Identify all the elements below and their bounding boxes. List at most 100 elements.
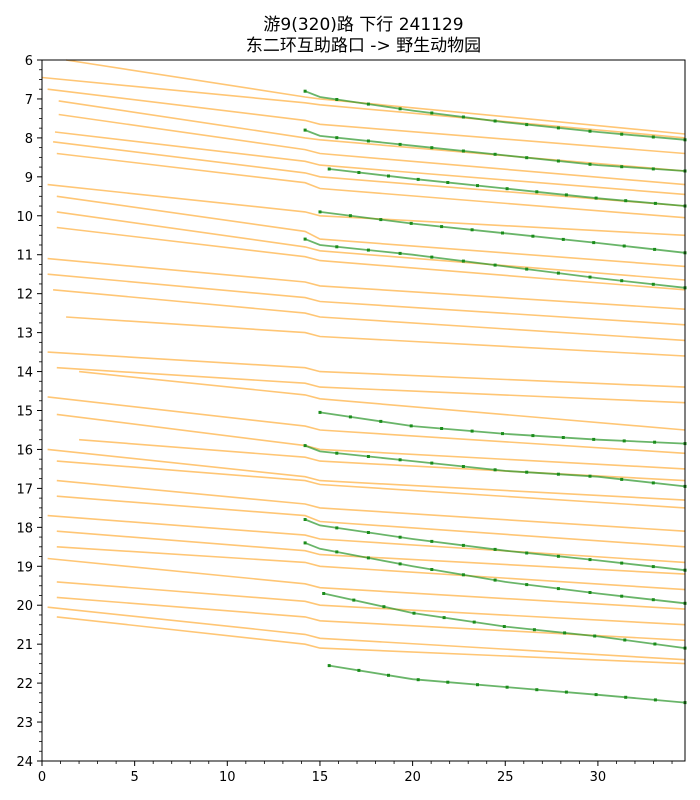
series-line-orange bbox=[53, 141, 686, 207]
data-point bbox=[409, 221, 413, 225]
data-point bbox=[653, 698, 657, 702]
series-line-orange bbox=[47, 448, 686, 501]
data-point bbox=[624, 199, 628, 203]
x-tick-label: 5 bbox=[131, 770, 139, 785]
data-point bbox=[564, 193, 568, 197]
data-point bbox=[588, 162, 592, 166]
data-point bbox=[588, 129, 592, 133]
data-point bbox=[416, 678, 420, 682]
data-point bbox=[352, 598, 356, 602]
data-point bbox=[525, 123, 529, 127]
data-point bbox=[588, 591, 592, 594]
data-point bbox=[493, 152, 497, 156]
data-point bbox=[502, 625, 506, 628]
data-point bbox=[327, 664, 331, 668]
data-point bbox=[622, 439, 626, 443]
series-line-orange bbox=[56, 366, 686, 404]
data-point bbox=[493, 578, 497, 582]
y-tick-label: 7 bbox=[25, 93, 33, 108]
x-tick-label: 15 bbox=[312, 770, 329, 785]
series-line-orange bbox=[47, 396, 686, 455]
series-line-green bbox=[304, 90, 686, 141]
data-point bbox=[398, 107, 402, 111]
data-point bbox=[620, 594, 624, 598]
data-point bbox=[651, 282, 655, 286]
data-point bbox=[430, 568, 434, 571]
series-line-orange bbox=[79, 438, 686, 482]
y-tick-label: 19 bbox=[16, 560, 33, 575]
x-tick-label: 10 bbox=[219, 770, 236, 785]
data-point bbox=[556, 159, 560, 163]
data-point bbox=[532, 628, 536, 632]
data-point bbox=[470, 228, 474, 232]
data-point bbox=[303, 518, 307, 521]
data-point bbox=[588, 558, 592, 562]
data-point bbox=[398, 458, 402, 462]
data-point bbox=[412, 611, 416, 615]
data-point bbox=[470, 429, 474, 433]
data-point bbox=[409, 424, 413, 428]
data-point bbox=[348, 415, 352, 419]
series-line-green bbox=[319, 411, 686, 445]
data-point bbox=[588, 474, 592, 478]
data-point bbox=[430, 111, 434, 115]
data-point bbox=[461, 149, 465, 153]
y-tick-label: 13 bbox=[16, 327, 33, 342]
data-point bbox=[366, 139, 370, 143]
series-line-orange bbox=[47, 257, 686, 310]
y-tick-label: 9 bbox=[25, 171, 33, 186]
data-point bbox=[366, 531, 370, 534]
data-point bbox=[303, 444, 307, 448]
series-line-orange bbox=[58, 100, 686, 172]
series-line-orange bbox=[56, 530, 686, 575]
data-point bbox=[620, 165, 624, 169]
series-line-orange bbox=[56, 479, 686, 532]
data-point bbox=[525, 156, 529, 160]
data-point bbox=[382, 605, 386, 609]
data-point bbox=[335, 136, 339, 140]
y-tick-label: 21 bbox=[16, 638, 33, 653]
data-point bbox=[651, 167, 655, 171]
data-point bbox=[651, 481, 655, 485]
data-point bbox=[357, 668, 361, 672]
data-point bbox=[623, 638, 627, 642]
series-line-orange bbox=[47, 351, 686, 388]
y-tick-label: 18 bbox=[16, 521, 33, 536]
data-point bbox=[461, 465, 465, 468]
data-point bbox=[335, 451, 339, 455]
data-point bbox=[303, 89, 307, 93]
data-point bbox=[592, 437, 596, 441]
y-tick-label: 23 bbox=[16, 716, 33, 731]
y-tick-label: 8 bbox=[25, 132, 33, 147]
series-line-green bbox=[304, 542, 686, 605]
data-point bbox=[461, 543, 465, 547]
series-line-orange bbox=[56, 596, 686, 642]
data-point bbox=[531, 234, 535, 238]
series-line-orange bbox=[53, 289, 686, 342]
data-point bbox=[653, 247, 657, 251]
data-point bbox=[366, 248, 370, 252]
data-point bbox=[622, 244, 626, 248]
data-point bbox=[387, 673, 390, 677]
data-point bbox=[556, 472, 560, 476]
series-line-orange bbox=[65, 59, 686, 135]
data-point bbox=[594, 693, 598, 697]
data-point bbox=[446, 680, 450, 684]
data-point bbox=[398, 535, 402, 539]
data-point bbox=[322, 592, 326, 595]
data-point bbox=[440, 427, 444, 430]
data-point bbox=[398, 562, 402, 566]
data-point bbox=[563, 631, 567, 635]
data-point bbox=[556, 587, 560, 591]
data-point bbox=[430, 539, 434, 543]
series-line-orange bbox=[56, 226, 686, 291]
series-line-green bbox=[304, 238, 686, 289]
data-point bbox=[366, 455, 370, 458]
data-point bbox=[430, 255, 434, 259]
data-point bbox=[653, 201, 657, 205]
data-point bbox=[525, 267, 529, 271]
axes-layer: 0 5 10 15 20 25 30 6 7 8 9 10 11 12 13 14 15 16 17 18 19 20 21… bbox=[16, 54, 686, 785]
data-point bbox=[303, 128, 307, 132]
data-point bbox=[501, 231, 504, 235]
data-point bbox=[318, 410, 322, 414]
